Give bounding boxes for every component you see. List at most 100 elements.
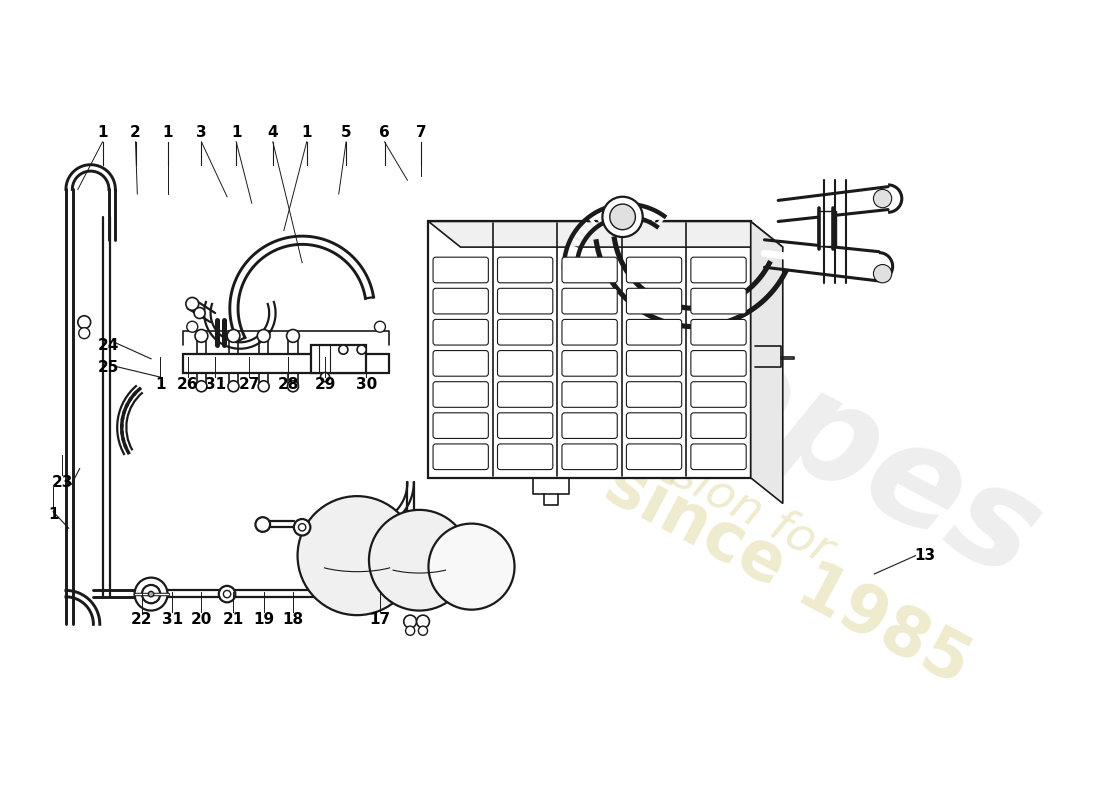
FancyBboxPatch shape	[497, 288, 553, 314]
Circle shape	[298, 523, 306, 531]
FancyBboxPatch shape	[691, 350, 746, 376]
Circle shape	[228, 381, 239, 392]
Text: 24: 24	[97, 338, 119, 353]
Circle shape	[368, 510, 470, 610]
Text: 28: 28	[277, 377, 299, 392]
Circle shape	[186, 298, 199, 310]
FancyBboxPatch shape	[562, 319, 617, 345]
Text: 1: 1	[301, 125, 312, 140]
Text: 17: 17	[370, 612, 390, 627]
Circle shape	[195, 330, 208, 342]
Circle shape	[257, 330, 271, 342]
Text: 2: 2	[130, 125, 141, 140]
FancyBboxPatch shape	[433, 444, 488, 470]
FancyBboxPatch shape	[433, 319, 488, 345]
Circle shape	[418, 626, 428, 635]
Circle shape	[287, 381, 298, 392]
FancyBboxPatch shape	[626, 257, 682, 283]
FancyBboxPatch shape	[691, 288, 746, 314]
FancyBboxPatch shape	[691, 319, 746, 345]
Circle shape	[196, 381, 207, 392]
Text: 21: 21	[223, 612, 244, 627]
Polygon shape	[750, 222, 783, 503]
Circle shape	[339, 345, 348, 354]
FancyBboxPatch shape	[433, 413, 488, 438]
Text: since 1985: since 1985	[594, 450, 981, 698]
Text: 13: 13	[914, 548, 935, 563]
Text: 29: 29	[315, 377, 336, 392]
Text: 6: 6	[379, 125, 389, 140]
Circle shape	[287, 330, 299, 342]
FancyBboxPatch shape	[562, 350, 617, 376]
Circle shape	[255, 517, 271, 532]
Text: 19: 19	[253, 612, 274, 627]
Circle shape	[609, 204, 636, 230]
FancyBboxPatch shape	[626, 413, 682, 438]
Circle shape	[134, 578, 167, 610]
FancyBboxPatch shape	[562, 288, 617, 314]
Circle shape	[873, 190, 892, 208]
Circle shape	[358, 345, 366, 354]
Circle shape	[187, 322, 198, 332]
FancyBboxPatch shape	[562, 257, 617, 283]
Text: 18: 18	[283, 612, 304, 627]
FancyBboxPatch shape	[626, 444, 682, 470]
Polygon shape	[429, 222, 750, 478]
FancyBboxPatch shape	[626, 319, 682, 345]
FancyBboxPatch shape	[691, 413, 746, 438]
Circle shape	[429, 523, 515, 610]
Text: 31: 31	[205, 377, 225, 392]
FancyBboxPatch shape	[562, 413, 617, 438]
Text: 4: 4	[267, 125, 278, 140]
FancyBboxPatch shape	[562, 444, 617, 470]
Circle shape	[227, 330, 240, 342]
Text: 7: 7	[416, 125, 427, 140]
FancyBboxPatch shape	[691, 382, 746, 407]
Bar	[311, 345, 366, 373]
FancyBboxPatch shape	[433, 288, 488, 314]
Circle shape	[294, 519, 310, 535]
FancyBboxPatch shape	[497, 382, 553, 407]
FancyBboxPatch shape	[562, 382, 617, 407]
Polygon shape	[429, 222, 783, 247]
Circle shape	[142, 585, 161, 603]
Bar	[817, 211, 836, 246]
Circle shape	[148, 591, 154, 597]
FancyBboxPatch shape	[433, 350, 488, 376]
Circle shape	[404, 615, 417, 628]
Circle shape	[417, 615, 429, 628]
Circle shape	[194, 307, 205, 318]
Circle shape	[78, 316, 90, 329]
Text: 1: 1	[231, 125, 242, 140]
FancyBboxPatch shape	[626, 288, 682, 314]
Circle shape	[406, 626, 415, 635]
Text: 23: 23	[52, 475, 73, 490]
Text: 1: 1	[97, 125, 108, 140]
FancyBboxPatch shape	[497, 319, 553, 345]
FancyBboxPatch shape	[497, 444, 553, 470]
Circle shape	[223, 590, 231, 598]
FancyBboxPatch shape	[691, 257, 746, 283]
Circle shape	[258, 381, 270, 392]
Text: 25: 25	[97, 361, 119, 375]
Text: 1: 1	[163, 125, 173, 140]
Text: 3: 3	[196, 125, 207, 140]
Bar	[183, 354, 389, 373]
Text: 26: 26	[177, 377, 198, 392]
Circle shape	[219, 586, 235, 602]
Text: 30: 30	[355, 377, 377, 392]
Circle shape	[603, 197, 642, 237]
FancyBboxPatch shape	[691, 444, 746, 470]
Circle shape	[298, 496, 417, 615]
FancyBboxPatch shape	[497, 350, 553, 376]
Circle shape	[320, 373, 330, 382]
Text: 1: 1	[48, 507, 58, 522]
Circle shape	[873, 265, 892, 283]
FancyBboxPatch shape	[626, 382, 682, 407]
FancyBboxPatch shape	[433, 382, 488, 407]
Text: 27: 27	[239, 377, 260, 392]
Circle shape	[374, 322, 385, 332]
Text: 22: 22	[131, 612, 153, 627]
Text: a passion for: a passion for	[551, 391, 840, 574]
Text: 1: 1	[155, 377, 165, 392]
